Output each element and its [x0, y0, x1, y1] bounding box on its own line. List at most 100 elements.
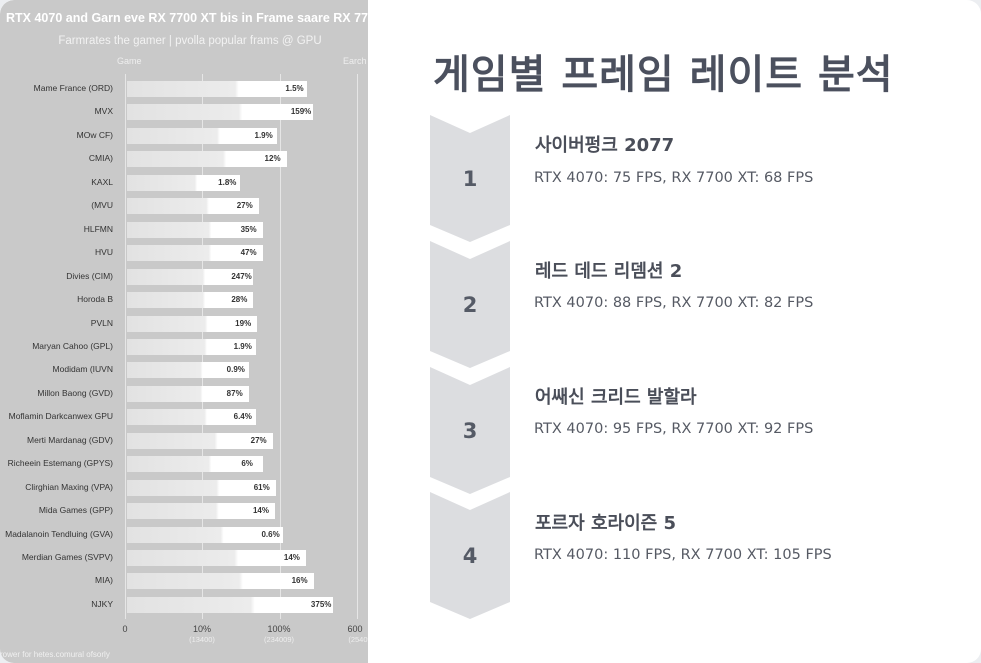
bar	[127, 362, 249, 379]
category-label: HLFMN	[83, 223, 113, 234]
category-label: Clirghian Maxing (VPA)	[25, 481, 113, 492]
chevron-shape	[430, 367, 510, 494]
step-chevron-2: 2	[430, 241, 510, 368]
bar	[127, 104, 313, 121]
x-tick-sublabel: (13400)	[189, 635, 215, 644]
category-label: (MVU	[91, 200, 113, 211]
category-label: Maryan Cahoo (GPL)	[32, 340, 113, 351]
category-label: MVX	[94, 106, 113, 117]
item-desc: RTX 4070: 88 FPS, RX 7700 XT: 82 FPS	[534, 295, 814, 311]
category-label: Horoda B	[77, 294, 113, 305]
data-label: 12%	[264, 154, 281, 164]
bar	[127, 221, 263, 238]
chevron-shape	[430, 115, 510, 242]
data-label: 6.4%	[233, 412, 252, 422]
category-label: Mame France (ORD)	[33, 83, 113, 93]
category-label: HVU	[95, 247, 113, 258]
bar	[127, 151, 287, 168]
category-label: Madalanoin Tendluing (GVA)	[5, 528, 113, 539]
bar	[127, 292, 254, 309]
item-title: 어쌔신 크리드 발할라	[535, 387, 697, 408]
bar	[127, 81, 308, 97]
bar	[127, 409, 256, 426]
data-label: 27%	[250, 435, 267, 445]
chevron-shape	[430, 492, 510, 619]
bar	[127, 432, 273, 449]
gridline	[279, 74, 281, 619]
bar	[127, 198, 259, 215]
bar	[127, 338, 256, 355]
x-tick-sublabel: (25409	[348, 635, 368, 644]
item-desc: RTX 4070: 75 FPS, RX 7700 XT: 68 FPS	[534, 170, 814, 186]
chart-footer: rower for hetes.comural ofsorly	[0, 650, 110, 659]
bar	[127, 526, 284, 543]
data-label: 6%	[241, 459, 253, 469]
gridline	[356, 74, 358, 619]
bar	[127, 596, 333, 613]
page-title: 게임별 프레임 레이트 분석	[433, 52, 894, 98]
data-label: 14%	[283, 553, 300, 562]
category-label: PVLN	[90, 317, 113, 328]
data-label: 159%	[290, 107, 312, 117]
bar	[127, 268, 254, 285]
category-label: Richeein Estemang (GPYS)	[7, 458, 113, 469]
gridline	[125, 74, 126, 619]
chevron-shape	[430, 241, 510, 368]
category-label: CMIA)	[88, 153, 113, 164]
x-tick-sublabel: (234009)	[263, 635, 295, 644]
bar	[127, 456, 264, 473]
step-chevron-3: 3	[430, 367, 510, 494]
column-header-game: Game	[117, 56, 142, 66]
data-label: 27%	[236, 201, 253, 211]
data-label: 28%	[231, 295, 248, 305]
data-label: 35%	[240, 224, 257, 234]
data-label: 1.9%	[254, 130, 273, 140]
item-desc: RTX 4070: 95 FPS, RX 7700 XT: 92 FPS	[534, 421, 814, 437]
bar	[127, 503, 275, 520]
bar	[127, 127, 277, 144]
item-title: 포르자 호라이즌 5	[535, 513, 676, 534]
bar	[127, 174, 241, 191]
data-label: 0.9%	[226, 365, 245, 375]
data-label: 1.8%	[218, 177, 237, 187]
bar	[127, 573, 314, 590]
bar	[127, 385, 249, 402]
data-label: 14%	[252, 506, 269, 516]
chart-subtitle: Farmrates the gamer | pvolla popular fra…	[58, 35, 322, 47]
data-label: 375%	[310, 599, 332, 609]
x-tick: 600	[347, 624, 363, 634]
category-label: Divies (CIM)	[66, 270, 113, 281]
category-label: NJKY	[91, 598, 113, 609]
chart-image: RTX 4070 and Garn eve RX 7700 XT bis in …	[0, 0, 368, 663]
item-title: 사이버펑크 2077	[535, 135, 675, 156]
chart-title: RTX 4070 and Garn eve RX 7700 XT bis in …	[6, 11, 368, 25]
category-label: MOw CF)	[76, 129, 113, 140]
data-label: 0.6%	[261, 529, 280, 539]
category-label: MIA)	[95, 575, 113, 586]
item-title: 레드 데드 리뎀션 2	[535, 261, 683, 282]
step-number: 3	[462, 419, 478, 443]
category-label: Moflamin Darkcanwex GPU	[8, 411, 113, 422]
step-chevron-4: 4	[430, 492, 510, 619]
data-label: 47%	[240, 248, 257, 258]
category-label: Mida Games (GPP)	[38, 505, 113, 516]
data-label: 16%	[291, 576, 308, 586]
step-number: 1	[462, 167, 478, 191]
data-label: 247%	[231, 271, 252, 281]
data-label: 61%	[253, 482, 270, 492]
data-label: 1.5%	[285, 84, 304, 93]
x-tick: 10%	[192, 624, 212, 634]
bar	[127, 479, 276, 496]
step-number: 2	[462, 293, 478, 317]
x-tick: 0	[122, 624, 128, 634]
bar	[127, 550, 306, 566]
category-label: Merdian Games (SVPV)	[21, 552, 113, 562]
column-header-gpu: Earch (GPU	[343, 56, 368, 66]
data-label: 1.9%	[233, 341, 252, 351]
category-label: Millon Baong (GVD)	[37, 387, 113, 398]
step-number: 4	[462, 544, 478, 568]
bar	[127, 245, 263, 262]
item-desc: RTX 4070: 110 FPS, RX 7700 XT: 105 FPS	[534, 547, 832, 563]
category-label: Merti Mardanag (GDV)	[27, 434, 113, 445]
